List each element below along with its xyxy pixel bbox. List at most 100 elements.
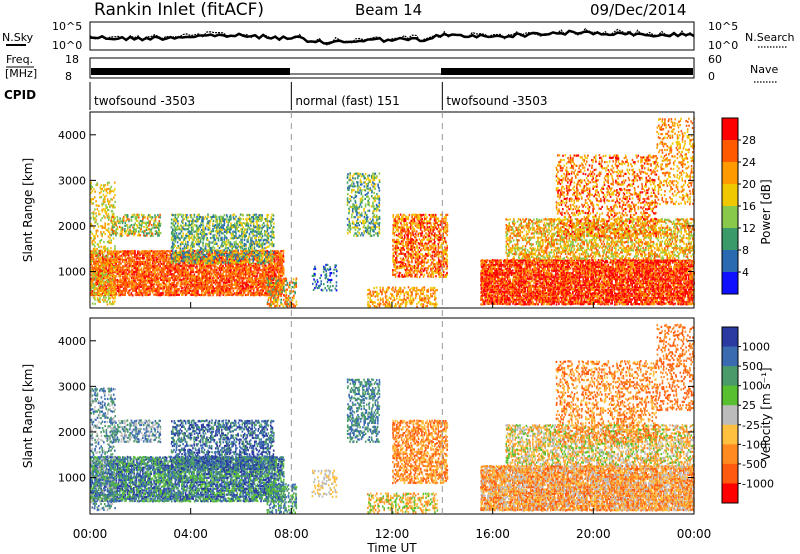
power-cell [166, 294, 168, 296]
power-cell [92, 265, 94, 267]
power-cell [114, 245, 116, 247]
power-cell [197, 233, 199, 235]
power-cell [258, 290, 260, 292]
power-cell [149, 254, 151, 256]
power-cell [177, 271, 179, 273]
power-cell [212, 228, 214, 230]
freq-label-line1: Freq. [6, 53, 33, 66]
power-cell [114, 281, 116, 283]
power-cell [123, 216, 125, 218]
power-cell [103, 280, 105, 282]
power-cell [95, 287, 97, 289]
power-cell [176, 258, 178, 260]
power-cell [201, 224, 203, 226]
power-cell [182, 214, 184, 216]
power-cell [239, 262, 241, 264]
power-cell [260, 286, 262, 288]
power-cell [275, 299, 277, 301]
power-cell [186, 235, 188, 237]
power-cell [135, 228, 137, 230]
power-cell [145, 284, 147, 286]
power-cell [177, 281, 179, 283]
power-cell [177, 292, 179, 294]
power-cell [139, 224, 141, 226]
freq-tick-top: 18 [65, 53, 79, 66]
power-cell [186, 214, 188, 216]
power-cell [292, 299, 294, 301]
power-cell [277, 280, 279, 282]
power-cell [141, 290, 143, 292]
power-cell [209, 288, 211, 290]
power-cell [247, 229, 249, 231]
nsearch-label: N.Search [745, 31, 795, 44]
power-cell [227, 226, 229, 228]
power-cell [144, 235, 146, 237]
power-cell [130, 219, 132, 221]
power-cell [103, 259, 105, 261]
power-cell [320, 280, 322, 282]
power-cell [266, 274, 268, 276]
power-cell [133, 259, 135, 261]
power-cell [261, 237, 263, 239]
power-cell [331, 272, 333, 274]
power-cell [160, 216, 162, 218]
power-cell [134, 233, 136, 235]
power-cell [286, 289, 288, 291]
power-cell [96, 215, 98, 217]
power-cell [273, 243, 275, 245]
power-cell [223, 228, 225, 230]
power-cell [176, 218, 178, 220]
power-cell [171, 219, 173, 221]
power-cell [95, 219, 97, 221]
power-cell [155, 259, 157, 261]
power-cell [171, 226, 173, 228]
power-cell [286, 294, 288, 296]
power-cell [184, 228, 186, 230]
power-cell [269, 227, 271, 229]
power-cell [109, 232, 111, 234]
power-cell [254, 246, 256, 248]
power-cell [263, 265, 265, 267]
power-cell [107, 256, 109, 258]
power-cell [283, 267, 285, 269]
power-cell [102, 279, 104, 281]
power-cell [134, 250, 136, 252]
power-cell [193, 246, 195, 248]
power-cell [171, 259, 173, 261]
power-cell [235, 275, 237, 277]
power-cell [348, 201, 350, 203]
power-cell [169, 279, 171, 281]
power-cell [114, 260, 116, 262]
power-cell [99, 276, 101, 278]
power-cell [174, 235, 176, 237]
power-cell [256, 218, 258, 220]
power-cell [262, 285, 264, 287]
power-cell [175, 267, 177, 269]
power-cell [265, 292, 267, 294]
power-cell [195, 220, 197, 222]
power-cell [248, 236, 250, 238]
power-cell [176, 288, 178, 290]
power-cell [240, 269, 242, 271]
power-cell [132, 269, 134, 271]
power-cell [273, 265, 275, 267]
power-cell [111, 284, 113, 286]
power-cell [103, 261, 105, 263]
power-cell [351, 196, 353, 198]
power-cell [138, 214, 140, 216]
power-cell [244, 250, 246, 252]
power-cell [113, 237, 115, 239]
power-cell [105, 297, 107, 299]
power-cell [177, 258, 179, 260]
power-cell [261, 269, 263, 271]
power-cell [257, 241, 259, 243]
power-cell [92, 285, 94, 287]
power-cell [265, 265, 267, 267]
power-cell [144, 250, 146, 252]
power-cell [108, 219, 110, 221]
power-cell [225, 241, 227, 243]
power-cell [237, 283, 239, 285]
power-cell [191, 235, 193, 237]
power-cell [167, 254, 169, 256]
power-cell [292, 297, 294, 299]
